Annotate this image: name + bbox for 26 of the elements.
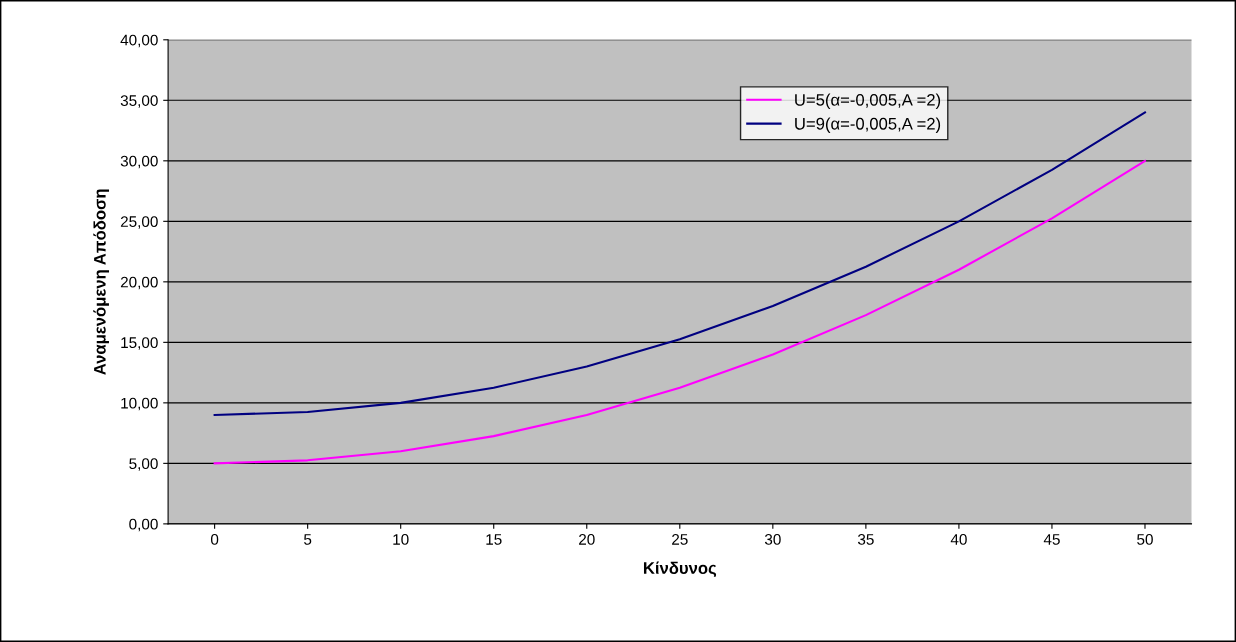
x-tick-label: 25 [672,534,688,545]
y-tick-label: 40,00 [120,34,158,48]
y-tick-label: 5,00 [129,458,158,471]
x-tick-label: 30 [764,534,781,545]
y-tick-label: 20,00 [120,276,158,290]
line-series [213,159,1147,465]
y-axis-title: Αναμενόμενη Απόδοση [93,189,110,375]
y-tick-label: 0,00 [129,518,158,532]
y-tick-label: 35,00 [120,95,158,108]
y-tick-label: 30,00 [120,155,158,169]
x-tick-label: 50 [1137,534,1153,545]
line-series [213,111,1147,416]
y-tick-label: 10,00 [121,397,158,411]
legend-label: U=5(α=-0,005,A =2) [795,93,941,110]
legend-label: U=9(α=-0,005,A =2) [795,117,941,133]
x-tick-label: 5 [304,534,312,545]
y-tick-label: 15,00 [121,337,158,350]
x-tick-label: 0 [210,534,219,545]
y-tick-label: 25,00 [120,216,158,229]
x-tick-label: 10 [393,534,409,545]
x-tick-label: 15 [486,534,502,545]
x-tick-label: 45 [1043,534,1060,545]
x-axis-title: Κίνδυνος [643,561,717,578]
x-tick-label: 20 [579,534,595,545]
x-tick-label: 40 [950,534,967,545]
x-tick-label: 35 [857,534,874,545]
